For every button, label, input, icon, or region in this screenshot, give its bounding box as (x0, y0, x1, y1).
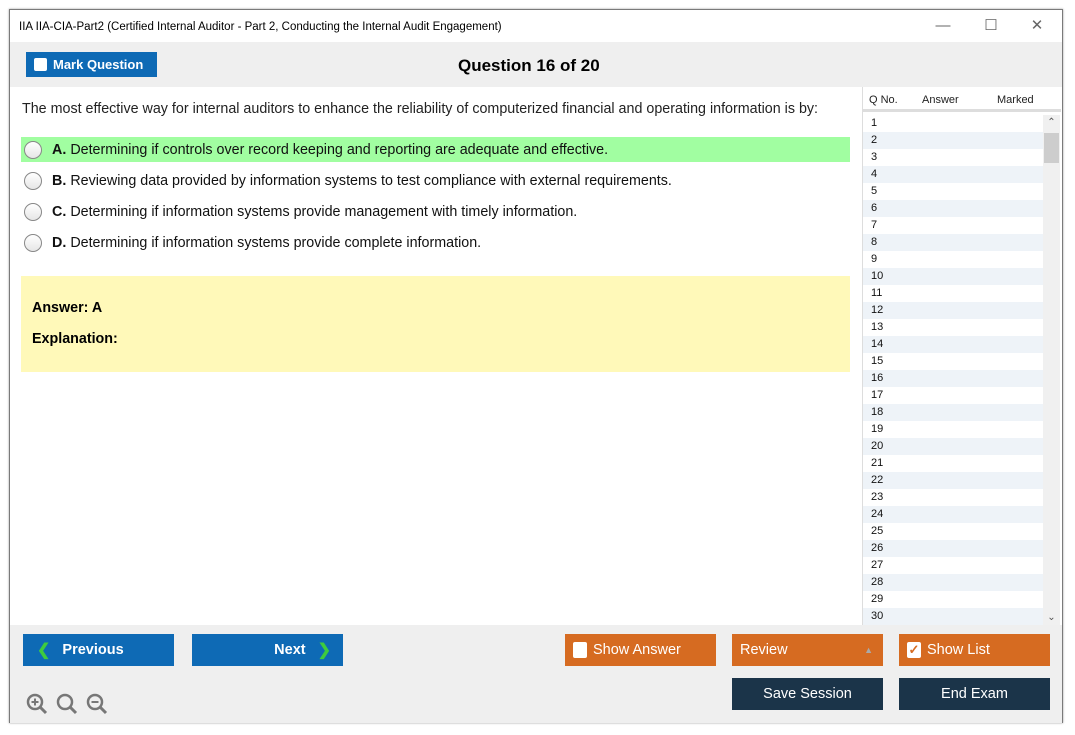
scroll-down-icon[interactable]: ⌄ (1047, 612, 1056, 623)
option-a[interactable]: A. Determining if controls over record ke… (21, 137, 850, 162)
header-qno: Q No. (869, 94, 898, 106)
chevron-left-icon: ❮ (37, 642, 51, 659)
checkbox-icon (34, 58, 47, 71)
list-item[interactable]: 13 (871, 321, 884, 333)
list-item[interactable]: 6 (863, 200, 1043, 217)
list-item[interactable]: 3 (871, 151, 878, 163)
option-b[interactable]: B. Reviewing data provided by information… (21, 168, 850, 193)
list-item[interactable]: 17 (871, 389, 884, 401)
minimize-button[interactable]: — (935, 17, 951, 34)
bottom-bar: ❮ Previous Next ❯ Show Answer Review ▲ ✓ Sho… (10, 625, 1062, 723)
show-answer-button[interactable]: Show Answer (565, 634, 716, 666)
scrollbar[interactable]: ⌃ ⌄ (1043, 115, 1060, 625)
toolbar: Mark Question Question 16 of 20 (10, 42, 1062, 87)
previous-button[interactable]: ❮ Previous (23, 634, 174, 666)
question-counter: Question 16 of 20 (458, 56, 600, 75)
explanation-label: Explanation: (32, 331, 118, 347)
header-marked: Marked (997, 94, 1034, 106)
mark-question-label: Mark Question (53, 57, 144, 72)
show-answer-label: Show Answer (593, 642, 681, 658)
list-item[interactable]: 8 (863, 234, 1043, 251)
list-item[interactable]: 26 (863, 540, 1043, 557)
previous-label: Previous (62, 642, 124, 658)
list-item[interactable]: 25 (871, 525, 884, 537)
review-dropdown[interactable]: Review ▲ (732, 634, 883, 666)
option-text: Determining if controls over record keep… (70, 141, 609, 158)
list-header: Q No. Answer Marked (863, 87, 1061, 112)
zoom-in-icon[interactable] (26, 693, 48, 715)
answer-label: Answer: A (32, 300, 103, 316)
list-rows: 1 2 3 4 5 6 7 8 9 10 11 12 13 14 15 16 17 18 19 20 21 22 23 24 2… (863, 115, 1043, 625)
triangle-up-icon: ▲ (864, 645, 873, 655)
window-title: IIA IIA-CIA-Part2 (Certified Internal Au… (19, 21, 502, 33)
list-item[interactable]: 10 (863, 268, 1043, 285)
end-exam-button[interactable]: End Exam (899, 678, 1050, 710)
list-item[interactable]: 20 (863, 438, 1043, 455)
maximize-button[interactable]: ☐ (984, 17, 998, 34)
list-item[interactable]: 27 (871, 559, 884, 571)
option-letter: A. (52, 141, 67, 158)
list-item[interactable]: 12 (863, 302, 1043, 319)
list-item[interactable]: 1 (871, 117, 878, 129)
chevron-right-icon: ❯ (317, 642, 331, 659)
option-d[interactable]: D. Determining if information systems pro… (21, 230, 850, 255)
question-text: The most effective way for internal audi… (22, 101, 819, 117)
list-item[interactable]: 7 (871, 219, 878, 231)
list-item[interactable]: 24 (863, 506, 1043, 523)
scroll-up-icon[interactable]: ⌃ (1047, 117, 1056, 128)
list-item[interactable]: 22 (863, 472, 1043, 489)
list-item[interactable]: 21 (871, 457, 884, 469)
list-item[interactable]: 2 (863, 132, 1043, 149)
list-item[interactable]: 23 (871, 491, 884, 503)
next-label: Next (274, 642, 306, 658)
answer-box: Answer: A Explanation: (21, 276, 850, 372)
review-label: Review (740, 642, 788, 658)
list-item[interactable]: 14 (863, 336, 1043, 353)
list-item[interactable]: 15 (871, 355, 884, 367)
checkbox-checked-icon: ✓ (907, 642, 921, 658)
option-letter: B. (52, 172, 67, 189)
next-button[interactable]: Next ❯ (192, 634, 343, 666)
header-answer: Answer (922, 94, 959, 106)
radio-icon[interactable] (24, 140, 42, 159)
checkbox-icon (573, 642, 587, 658)
option-text: Reviewing data provided by information s… (70, 172, 672, 189)
list-item[interactable]: 30 (863, 608, 1043, 625)
list-item[interactable]: 11 (871, 287, 883, 299)
zoom-out-icon[interactable] (86, 693, 108, 715)
option-letter: C. (52, 203, 67, 220)
list-item[interactable]: 29 (871, 593, 884, 605)
question-panel: The most effective way for internal audi… (10, 87, 862, 625)
option-text: Determining if information systems provi… (70, 234, 482, 251)
close-button[interactable]: ✕ (1030, 17, 1044, 34)
list-item[interactable]: 5 (871, 185, 878, 197)
scrollbar-thumb[interactable] (1044, 133, 1059, 163)
question-list: Q No. Answer Marked 1 2 3 4 5 6 7 8 9 10 11 12 13 14 1… (862, 87, 1061, 625)
list-item[interactable]: 4 (863, 166, 1043, 183)
list-item[interactable]: 18 (863, 404, 1043, 421)
radio-icon[interactable] (24, 171, 42, 190)
show-list-button[interactable]: ✓ Show List (899, 634, 1050, 666)
mark-question-button[interactable]: Mark Question (26, 52, 157, 77)
title-bar: IIA IIA-CIA-Part2 (Certified Internal Au… (10, 10, 1062, 42)
list-item[interactable]: 19 (871, 423, 884, 435)
save-session-button[interactable]: Save Session (732, 678, 883, 710)
show-list-label: Show List (927, 642, 990, 658)
radio-icon[interactable] (24, 202, 42, 221)
list-item[interactable]: 9 (871, 253, 878, 265)
option-text: Determining if information systems provi… (70, 203, 578, 220)
option-letter: D. (52, 234, 67, 251)
radio-icon[interactable] (24, 233, 42, 252)
option-c[interactable]: C. Determining if information systems pro… (21, 199, 850, 224)
app-window: IIA IIA-CIA-Part2 (Certified Internal Au… (9, 9, 1063, 723)
list-item[interactable]: 16 (863, 370, 1043, 387)
zoom-reset-icon[interactable] (56, 693, 78, 715)
list-item[interactable]: 28 (863, 574, 1043, 591)
